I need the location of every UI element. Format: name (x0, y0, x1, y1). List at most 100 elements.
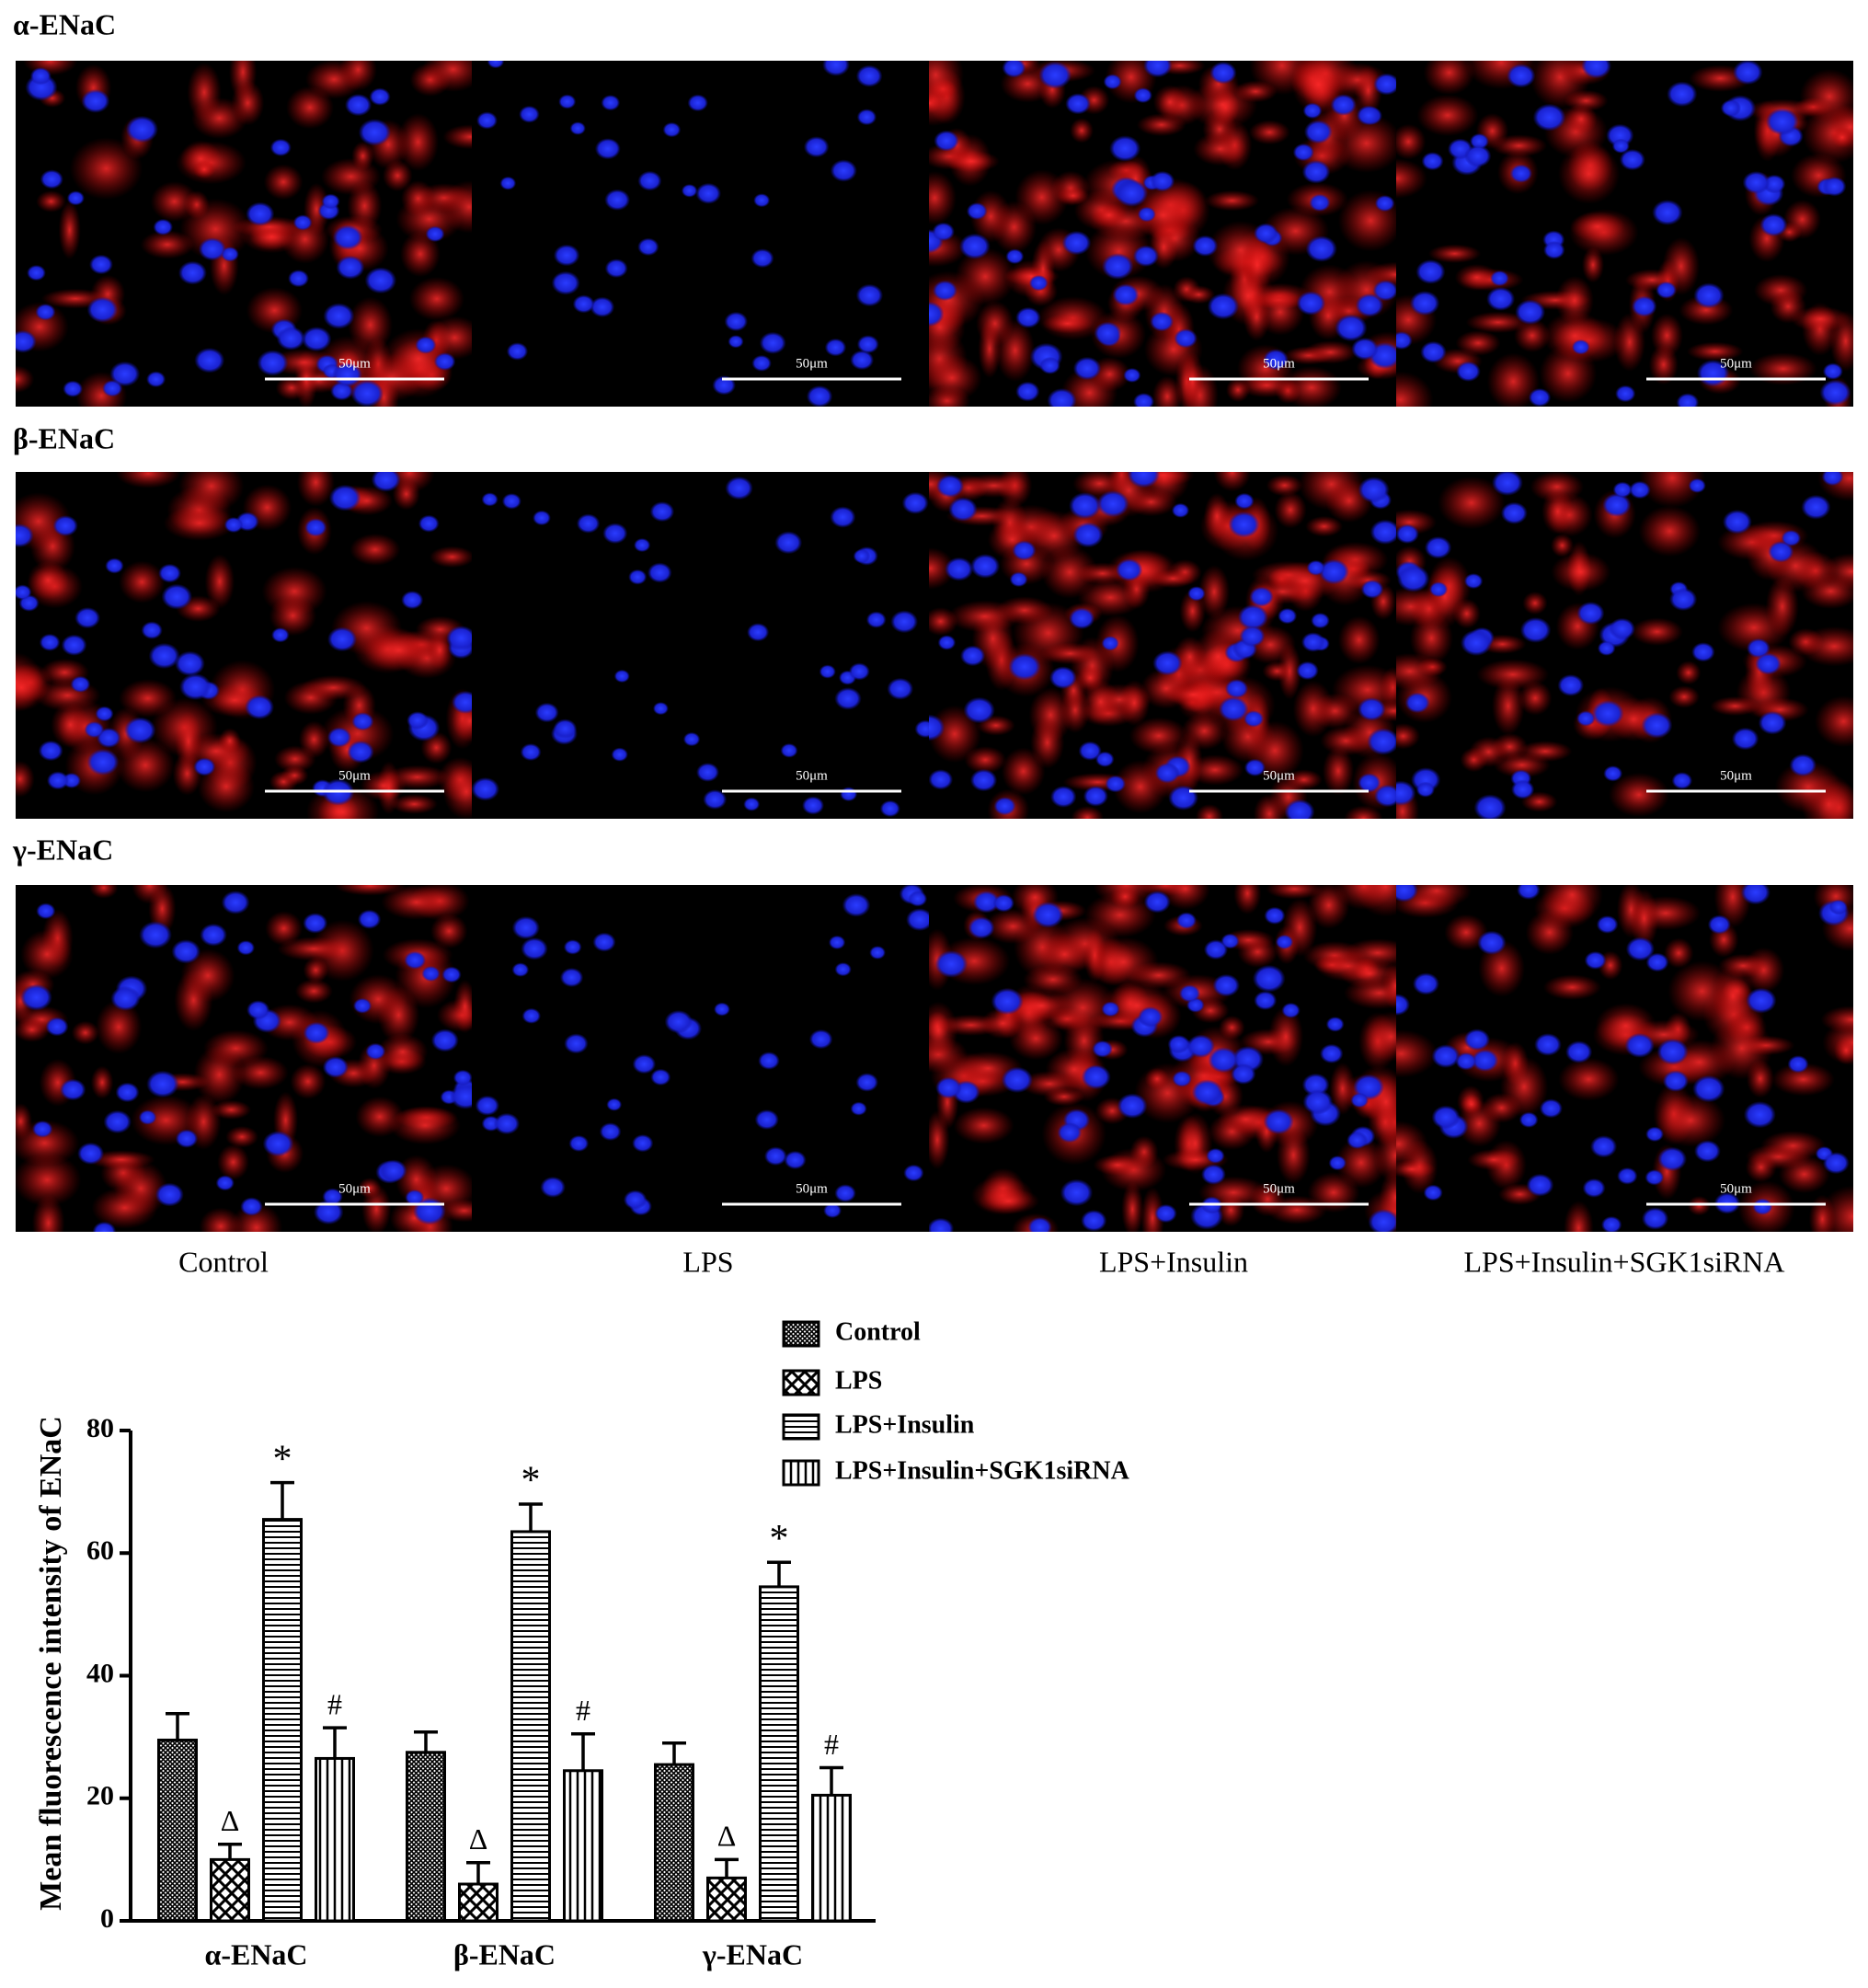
nucleus (450, 1083, 472, 1109)
nucleus (969, 768, 998, 792)
row-label: γ-ENaC (12, 833, 113, 866)
nucleus (1009, 571, 1028, 588)
stain-red (1639, 472, 1705, 509)
nucleus (753, 193, 771, 208)
stain-red (453, 979, 472, 1034)
nucleus (747, 623, 770, 642)
nucleus (1072, 356, 1102, 381)
micrograph: 50μm (929, 472, 1396, 819)
nucleus (38, 740, 63, 762)
nucleus (1325, 1017, 1345, 1032)
stain-red (391, 794, 438, 814)
nucleus (16, 329, 37, 353)
nucleus (1369, 519, 1396, 545)
significance-mark: * (273, 1438, 292, 1480)
nucleus (365, 1042, 386, 1061)
nucleus (313, 1200, 344, 1225)
stain-red (1830, 126, 1853, 148)
nucleus (1050, 786, 1077, 808)
stain-red (1396, 371, 1434, 407)
nucleus (1234, 492, 1255, 510)
nucleus (1138, 1006, 1163, 1028)
stain-red (1091, 202, 1128, 228)
nucleus (327, 626, 358, 652)
nucleus (493, 1112, 521, 1135)
stain-red (1444, 914, 1488, 951)
stain-red (1668, 685, 1700, 708)
nucleus (1676, 393, 1700, 407)
micrograph: 50μm (472, 472, 929, 819)
nucleus (728, 335, 744, 349)
nucleus (446, 626, 472, 651)
nucleus (611, 747, 628, 762)
nucleus (908, 891, 928, 907)
nucleus (1249, 586, 1274, 607)
nucleus (1747, 638, 1771, 659)
nucleus (1507, 63, 1536, 88)
stain-red (294, 978, 333, 1004)
stain-red (1799, 69, 1853, 124)
nucleus (358, 119, 391, 146)
nucleus (1150, 170, 1175, 192)
error-bar (571, 1732, 595, 1771)
nucleus (763, 1146, 787, 1166)
nucleus (70, 675, 91, 693)
nucleus (1431, 1105, 1461, 1130)
nucleus (475, 1095, 499, 1116)
nucleus (1171, 502, 1190, 518)
nucleus (929, 301, 945, 328)
stain-red (1344, 805, 1383, 819)
nucleus (1137, 206, 1156, 223)
stain-red (119, 560, 166, 603)
nucleus (303, 913, 328, 934)
nucleus (139, 921, 172, 949)
nucleus (1590, 1135, 1618, 1158)
nucleus (1109, 135, 1141, 162)
nucleus (1069, 607, 1095, 629)
nucleus (1168, 785, 1199, 810)
nucleus (1228, 511, 1260, 538)
nucleus (89, 254, 113, 275)
stain-red (1551, 552, 1611, 592)
nucleus (1081, 1210, 1107, 1232)
nucleus (153, 218, 174, 236)
nucleus (1318, 558, 1349, 585)
stain-red (1262, 661, 1292, 682)
nucleus (1464, 144, 1492, 167)
stain-red (1402, 885, 1472, 909)
nucleus (1237, 604, 1268, 630)
nucleus (604, 189, 631, 211)
nucleus (1057, 1122, 1083, 1143)
nucleus (1557, 673, 1585, 696)
nucleus (637, 237, 659, 257)
nucleus (1218, 696, 1249, 722)
nucleus (521, 937, 548, 960)
nucleus (501, 493, 521, 510)
nucleus (1027, 1216, 1052, 1232)
nucleus (1584, 950, 1607, 970)
stain-red (1774, 761, 1842, 813)
nucleus (31, 1120, 53, 1138)
nucleus (1733, 61, 1763, 86)
nucleus (369, 87, 391, 106)
nucleus (1072, 522, 1104, 548)
stain-red (1070, 118, 1094, 144)
nucleus (1368, 1209, 1396, 1232)
nucleus (1224, 679, 1249, 699)
nucleus (1254, 991, 1278, 1011)
nucleus (81, 89, 110, 113)
stain-red (1042, 313, 1094, 334)
nucleus (1500, 501, 1528, 524)
nucleus (1207, 293, 1240, 320)
nucleus (421, 965, 441, 982)
nucleus (1015, 306, 1041, 328)
nucleus (92, 1221, 117, 1232)
bar (563, 1769, 603, 1923)
nucleus (276, 326, 305, 350)
nucleus (936, 474, 965, 498)
nucleus (879, 799, 900, 818)
nucleus (1360, 580, 1384, 599)
nucleus (1358, 697, 1386, 721)
stain-red (1364, 1011, 1396, 1063)
nucleus (1358, 773, 1381, 793)
